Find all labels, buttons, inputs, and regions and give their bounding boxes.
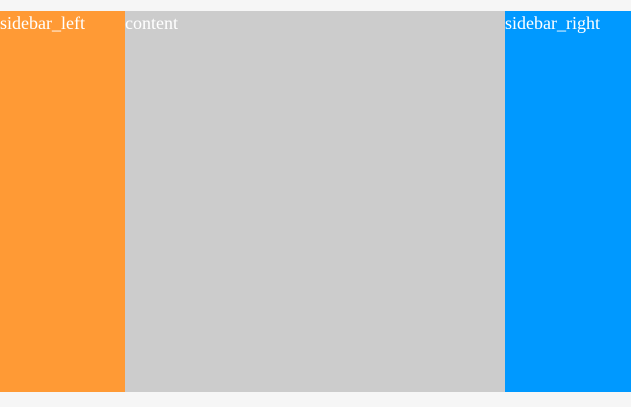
sidebar-right-label: sidebar_right	[505, 13, 600, 33]
content-label: content	[125, 13, 178, 33]
sidebar-left: sidebar_left	[0, 11, 125, 392]
main-content: content	[125, 11, 505, 392]
sidebar-left-label: sidebar_left	[0, 13, 85, 33]
three-column-layout: sidebar_left content sidebar_right	[0, 11, 631, 392]
sidebar-right: sidebar_right	[505, 11, 631, 392]
